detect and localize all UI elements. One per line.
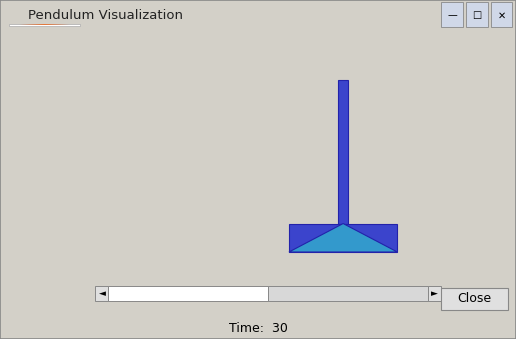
Text: Time:  30: Time: 30 bbox=[229, 321, 287, 335]
Bar bbox=[95, 286, 108, 301]
Text: —: — bbox=[447, 10, 457, 20]
Bar bbox=[466, 2, 488, 27]
Text: ◄: ◄ bbox=[99, 289, 105, 298]
Bar bbox=[338, 80, 348, 223]
Text: Pendulum Visualization: Pendulum Visualization bbox=[28, 9, 183, 22]
Polygon shape bbox=[20, 24, 69, 25]
Bar bbox=[9, 24, 80, 26]
Bar bbox=[441, 288, 508, 310]
Polygon shape bbox=[289, 223, 397, 252]
Bar bbox=[289, 223, 397, 252]
Text: ►: ► bbox=[431, 289, 438, 298]
Bar bbox=[108, 286, 268, 301]
Text: □: □ bbox=[472, 10, 481, 20]
Text: Close: Close bbox=[458, 292, 492, 305]
Text: ✕: ✕ bbox=[497, 10, 506, 20]
Bar bbox=[441, 2, 463, 27]
Bar bbox=[428, 286, 441, 301]
Bar bbox=[491, 2, 512, 27]
Bar bbox=[268, 286, 428, 301]
